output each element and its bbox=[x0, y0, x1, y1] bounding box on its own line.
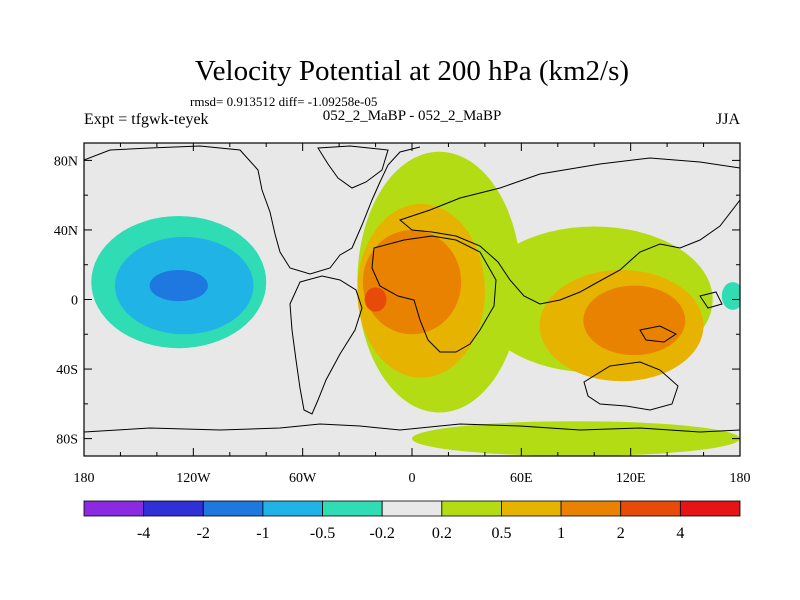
contour-region-pacific-negative-core bbox=[149, 269, 208, 302]
season-label: JJA bbox=[716, 111, 740, 128]
x-tick-label: 0 bbox=[409, 471, 416, 486]
x-tick-label: 120W bbox=[176, 471, 211, 486]
colorbar-swatch bbox=[202, 500, 264, 517]
colorbar-label: 1 bbox=[557, 525, 565, 542]
stats-line: rmsd= 0.913512 diff= -1.09258e-05 bbox=[190, 94, 377, 109]
coastline-africa bbox=[371, 235, 497, 353]
coastline-eurasia bbox=[398, 157, 740, 305]
coastline-maritime-islands bbox=[639, 291, 723, 343]
colorbar-swatch bbox=[262, 500, 323, 517]
colorbar-label: -0.5 bbox=[310, 525, 335, 542]
contour-region-east-pacific-negative-core bbox=[721, 282, 740, 310]
colorbar-label: 0.5 bbox=[491, 525, 511, 542]
colorbar-swatch bbox=[620, 500, 681, 517]
colorbar-label: -2 bbox=[197, 525, 210, 542]
comparison-label: 052_2_MaBP - 052_2_MaBP bbox=[323, 108, 502, 124]
y-tick-label: 40N bbox=[54, 224, 78, 239]
colorbar: -4 -2 -1 -0.5 -0.2 0.2 0.5 1 2 4 bbox=[83, 500, 741, 542]
contour-region-indian-positive-strong bbox=[583, 285, 686, 356]
colorbar-swatch bbox=[322, 500, 383, 517]
colorbar-label: 0.2 bbox=[432, 525, 452, 542]
contour-fill-layer bbox=[84, 151, 740, 456]
coastline-north-america bbox=[84, 145, 421, 275]
colorbar-label: -4 bbox=[137, 525, 150, 542]
coastline-greenland bbox=[317, 145, 389, 189]
colorbar-swatch bbox=[83, 500, 145, 517]
coastline-antarctica bbox=[84, 423, 740, 433]
colorbar-swatch bbox=[441, 500, 502, 517]
x-tick-label: 60W bbox=[289, 471, 317, 486]
colorbar-swatch bbox=[501, 500, 562, 517]
y-tick-label: 80N bbox=[54, 154, 78, 169]
x-axis: 180 120W 60W 0 60E 120E 180 bbox=[74, 143, 751, 486]
y-tick-label: 80S bbox=[56, 433, 78, 448]
map-plot-area bbox=[83, 142, 741, 457]
x-tick-label: 180 bbox=[74, 471, 95, 486]
colorbar-label: 2 bbox=[617, 525, 625, 542]
colorbar-swatch bbox=[143, 500, 204, 517]
x-tick-label: 60E bbox=[510, 471, 533, 486]
colorbar-label: -1 bbox=[256, 525, 269, 542]
coastline-australia bbox=[583, 361, 679, 411]
experiment-label: Expt = tfgwk-teyek bbox=[84, 111, 209, 128]
contour-region-africa-positive-strong bbox=[362, 229, 462, 335]
x-tick-label: 180 bbox=[730, 471, 751, 486]
colorbar-swatch bbox=[679, 500, 741, 517]
colorbar-label: -0.2 bbox=[370, 525, 395, 542]
y-tick-label: 40S bbox=[56, 363, 78, 378]
contour-region-africa-positive-core bbox=[364, 287, 387, 312]
colorbar-label: 4 bbox=[676, 525, 684, 542]
contour-region-southern-ocean-positive bbox=[412, 421, 740, 456]
colorbar-swatch bbox=[381, 500, 443, 517]
y-axis: 80N 40N 0 40S 80S bbox=[54, 154, 740, 448]
x-tick-label: 120E bbox=[616, 471, 646, 486]
coastline-south-america bbox=[289, 275, 363, 415]
chart-title: Velocity Potential at 200 hPa (km2/s) bbox=[195, 55, 629, 87]
colorbar-swatch bbox=[560, 500, 622, 517]
coastline-layer bbox=[84, 145, 740, 433]
y-tick-label: 0 bbox=[71, 294, 78, 309]
